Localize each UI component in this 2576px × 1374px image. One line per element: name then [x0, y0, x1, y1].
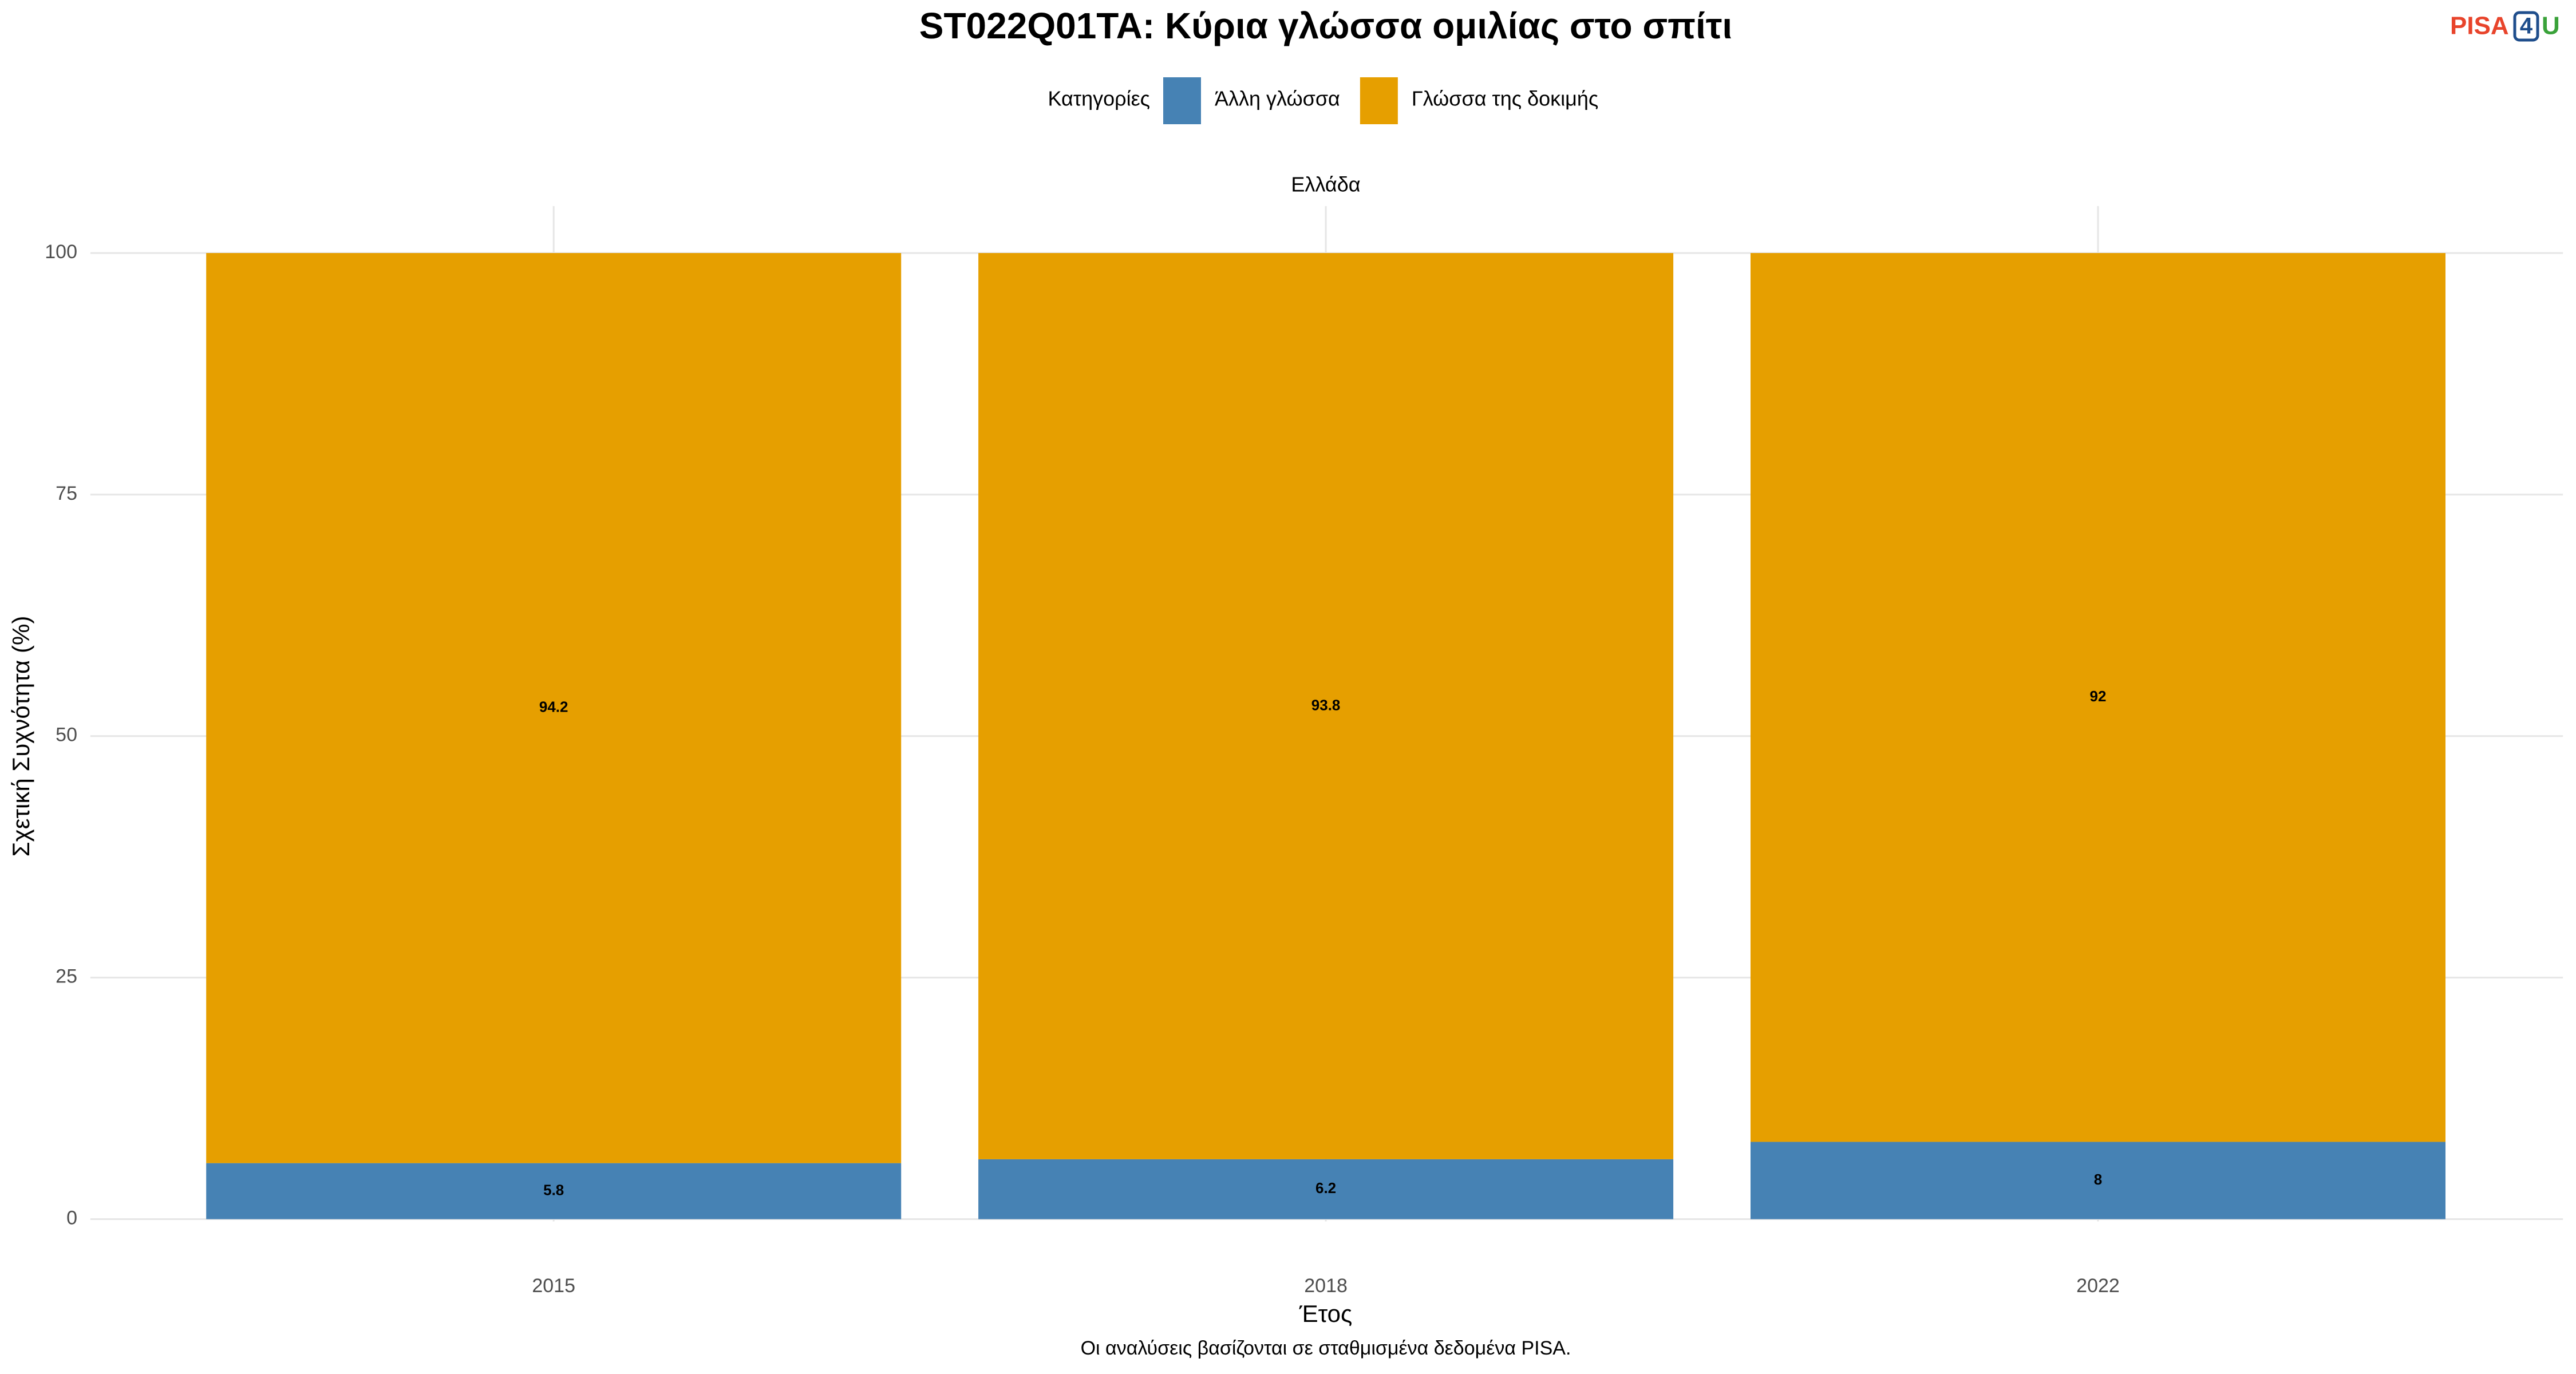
bar-segment [978, 1159, 1674, 1219]
x-tick-label: 2015 [532, 1275, 575, 1297]
data-label: 5.8 [543, 1181, 564, 1198]
x-tick-label: 2018 [1304, 1275, 1348, 1297]
x-axis-title: Έτος [1299, 1300, 1353, 1327]
y-axis-title: Σχετική Συχνότητα (%) [7, 616, 34, 857]
legend-key [1360, 77, 1398, 124]
bar-segment [1750, 1142, 2445, 1219]
logo-text: 4 [2520, 14, 2533, 39]
caption: Οι αναλύσεις βασίζονται σε σταθμισμένα δ… [1081, 1337, 1571, 1359]
y-tick-label: 25 [56, 966, 77, 988]
chart-title: ST022Q01TA: Κύρια γλώσσα ομιλίας στο σπί… [919, 5, 1732, 46]
bar-segment [206, 1163, 902, 1219]
y-tick-label: 0 [66, 1207, 77, 1229]
legend: Κατηγορίες Άλλη γλώσσα Γλώσσα της δοκιμής [1048, 77, 1598, 124]
data-label: 8 [2094, 1171, 2102, 1188]
x-tick-label: 2022 [2076, 1275, 2120, 1297]
bar-segment [1750, 252, 2445, 1142]
data-label: 6.2 [1315, 1179, 1336, 1197]
legend-title: Κατηγορίες [1048, 87, 1150, 110]
data-label: 93.8 [1311, 696, 1341, 713]
bar-segment [978, 252, 1674, 1159]
logo-text: U [2542, 12, 2560, 40]
logo-box [2513, 11, 2539, 42]
y-tick-label: 50 [56, 724, 77, 746]
facet-label: Ελλάδα [1291, 173, 1360, 196]
legend-key [1163, 77, 1201, 124]
y-tick-label: 75 [56, 483, 77, 504]
data-label: 94.2 [539, 698, 568, 716]
logo-text: PISA [2450, 12, 2509, 40]
bar-segment [206, 252, 902, 1163]
data-label: 92 [2090, 688, 2107, 705]
legend-label: Γλώσσα της δοκιμής [1412, 87, 1598, 110]
y-tick-label: 100 [45, 241, 77, 263]
legend-label: Άλλη γλώσσα [1215, 87, 1340, 110]
